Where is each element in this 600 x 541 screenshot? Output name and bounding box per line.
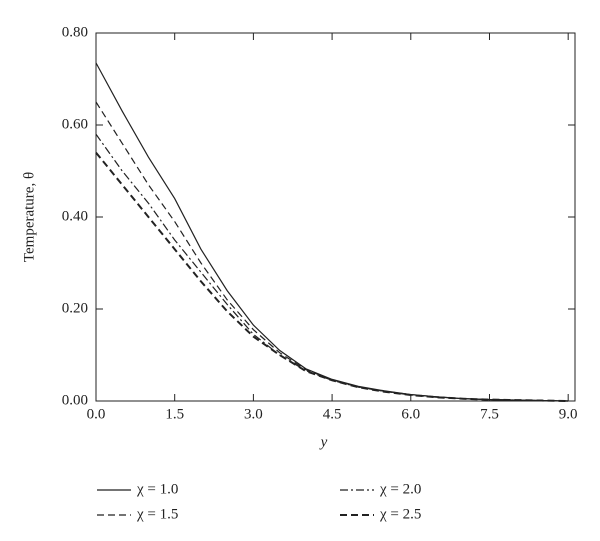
y-axis-label: Temperature, θ xyxy=(21,172,37,262)
y-tick-label: 0.20 xyxy=(62,300,88,316)
y-tick-label: 0.00 xyxy=(62,392,88,408)
x-tick-label: 7.5 xyxy=(480,406,499,422)
x-tick-label: 4.5 xyxy=(323,406,342,422)
y-tick-label: 0.60 xyxy=(62,116,88,132)
x-tick-label: 0.0 xyxy=(87,406,106,422)
y-tick-label: 0.80 xyxy=(62,24,88,40)
x-axis-label: y xyxy=(319,434,328,450)
x-tick-label: 1.5 xyxy=(165,406,184,422)
x-tick-label: 3.0 xyxy=(244,406,263,422)
x-tick-label: 6.0 xyxy=(401,406,420,422)
series-line xyxy=(95,151,569,402)
x-tick-label: 9.0 xyxy=(559,406,578,422)
y-tick-label: 0.40 xyxy=(62,208,88,224)
series-line xyxy=(95,133,569,402)
plot-frame xyxy=(95,32,576,402)
legend-label: χ = 2.5 xyxy=(379,506,421,522)
legend-label: χ = 1.0 xyxy=(136,481,178,497)
series-line xyxy=(95,101,569,402)
legend-label: χ = 1.5 xyxy=(136,506,178,522)
legend-label: χ = 2.0 xyxy=(379,481,421,497)
series-line xyxy=(95,62,569,402)
